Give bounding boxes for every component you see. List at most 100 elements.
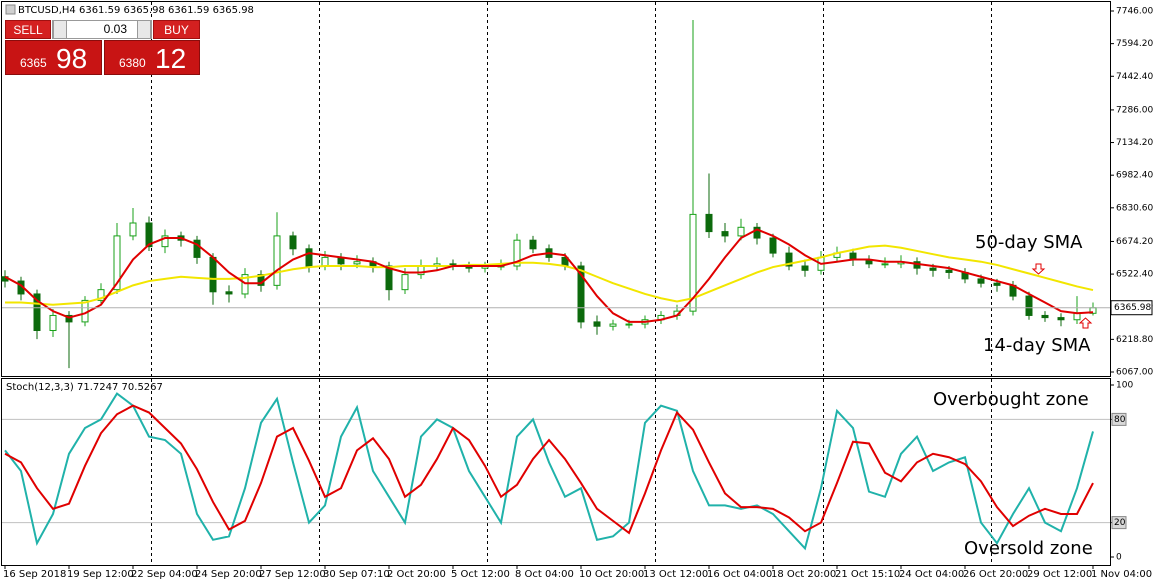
sell-price[interactable]: 6365 98 xyxy=(5,40,102,75)
candle-body xyxy=(193,239,201,258)
y-tick-label: 7594.20 xyxy=(1116,39,1153,49)
x-tick-label: 21 Oct 15:10 xyxy=(835,569,900,580)
y-tick-label: 7286.00 xyxy=(1116,105,1153,115)
y-tick-label: 7746.00 xyxy=(1116,7,1153,17)
down-arrow xyxy=(1031,263,1046,275)
series-line xyxy=(4,404,1094,535)
x-tick-label: 5 Oct 12:00 xyxy=(451,569,510,580)
series-annotation: 14-day SMA xyxy=(983,335,1091,356)
y-tick-label: 6830.60 xyxy=(1116,203,1153,213)
buy-price-pips: 12 xyxy=(155,43,187,74)
y-tick-label: 6067.00 xyxy=(1116,368,1153,378)
candle-body xyxy=(993,282,1001,286)
candle-body xyxy=(929,267,937,271)
x-tick-label: 26 Oct 20:00 xyxy=(963,569,1028,580)
x-tick-label: 16 Sep 2018 xyxy=(3,569,66,580)
candle-body xyxy=(705,213,713,233)
candle-body xyxy=(577,265,585,323)
y-tick-label: 7134.20 xyxy=(1116,138,1153,148)
candle-body xyxy=(1041,314,1049,319)
sell-price-pips: 98 xyxy=(56,43,88,74)
y-tick-label: 6982.40 xyxy=(1116,171,1153,181)
annotation: Overbought zone xyxy=(933,389,1089,410)
candle-body xyxy=(737,226,745,237)
y-tick-box xyxy=(1111,516,1127,530)
y-tick-label: 100 xyxy=(1116,381,1133,391)
candle-body xyxy=(801,265,809,271)
candle-body xyxy=(129,222,137,237)
candle-body xyxy=(881,263,889,266)
series-annotation: 50-day SMA xyxy=(975,232,1083,253)
x-tick-label: 2 Oct 20:00 xyxy=(387,569,446,580)
y-tick-label: 0 xyxy=(1116,553,1122,563)
series-line xyxy=(5,244,1094,306)
candle-body xyxy=(945,269,953,273)
annotation: Oversold zone xyxy=(964,538,1093,559)
candle-body xyxy=(161,235,169,248)
last-price-box xyxy=(1110,300,1153,316)
chart-title: BTCUSD,H4 6361.59 6365.98 6361.59 6365.9… xyxy=(18,5,254,16)
x-tick-label: 27 Sep 12:00 xyxy=(259,569,326,580)
series-line xyxy=(4,392,1094,551)
indicator-title: Stoch(12,3,3) 71.7247 70.5267 xyxy=(6,382,163,393)
y-tick-label: 6522.40 xyxy=(1116,270,1153,280)
x-tick-label: 19 Sep 12:00 xyxy=(67,569,134,580)
candle-body xyxy=(385,265,393,291)
candle-body xyxy=(113,235,121,291)
x-tick-label: 30 Sep 07:10 xyxy=(323,569,390,580)
y-tick-label: 7442.40 xyxy=(1116,72,1153,82)
y-tick-label: 6218.80 xyxy=(1116,335,1153,345)
symbol-icon xyxy=(5,4,16,15)
candle-body xyxy=(593,321,601,327)
candle-body xyxy=(273,235,281,286)
candle-body xyxy=(1057,317,1065,321)
candle-body xyxy=(97,289,105,301)
candle-body xyxy=(401,274,409,291)
candle-body xyxy=(145,222,153,248)
candle-body xyxy=(689,213,697,312)
last-price-label: 6365.98 xyxy=(1114,303,1151,313)
buy-price-main: 6380 xyxy=(119,56,146,70)
x-tick-label: 13 Oct 12:00 xyxy=(643,569,708,580)
volume-field[interactable]: 0.03 xyxy=(52,20,152,39)
series-line xyxy=(4,228,1094,323)
candle-body xyxy=(289,235,297,250)
stoch-frame xyxy=(1,378,1111,566)
x-tick-label: 22 Sep 04:00 xyxy=(131,569,198,580)
candle-body xyxy=(977,278,985,284)
candle-body xyxy=(225,291,233,295)
buy-price[interactable]: 6380 12 xyxy=(104,40,200,75)
x-tick-label: 10 Oct 20:00 xyxy=(579,569,644,580)
volume-up[interactable] xyxy=(137,20,151,39)
price-frame xyxy=(1,1,1111,377)
candle-body xyxy=(769,237,777,254)
candle-body xyxy=(33,293,41,332)
y-tick-label: 80 xyxy=(1114,415,1126,425)
x-tick-label: 24 Sep 20:00 xyxy=(195,569,262,580)
x-tick-label: 8 Oct 04:00 xyxy=(515,569,574,580)
buy-button[interactable]: BUY xyxy=(153,20,200,39)
candle-body xyxy=(609,323,617,327)
candle-body xyxy=(49,314,57,332)
sell-button[interactable]: SELL xyxy=(5,20,51,39)
candle-body xyxy=(241,274,249,295)
candle-body xyxy=(529,239,537,250)
candle-body xyxy=(209,256,217,293)
candle-body xyxy=(305,248,313,267)
x-tick-label: 1 Nov 04:00 xyxy=(1091,569,1152,580)
x-tick-label: 18 Oct 20:00 xyxy=(771,569,836,580)
y-tick-label: 20 xyxy=(1114,518,1126,528)
candle-body xyxy=(753,226,761,239)
candle-body xyxy=(625,323,633,326)
candle-body xyxy=(721,231,729,237)
x-tick-label: 29 Oct 12:00 xyxy=(1027,569,1092,580)
candle-body xyxy=(513,239,521,267)
candle-body xyxy=(65,314,73,323)
candle-body xyxy=(321,256,329,267)
sell-price-main: 6365 xyxy=(20,56,47,70)
candle-body xyxy=(353,261,361,265)
up-arrow xyxy=(1078,317,1093,329)
volume-down[interactable] xyxy=(53,20,67,39)
